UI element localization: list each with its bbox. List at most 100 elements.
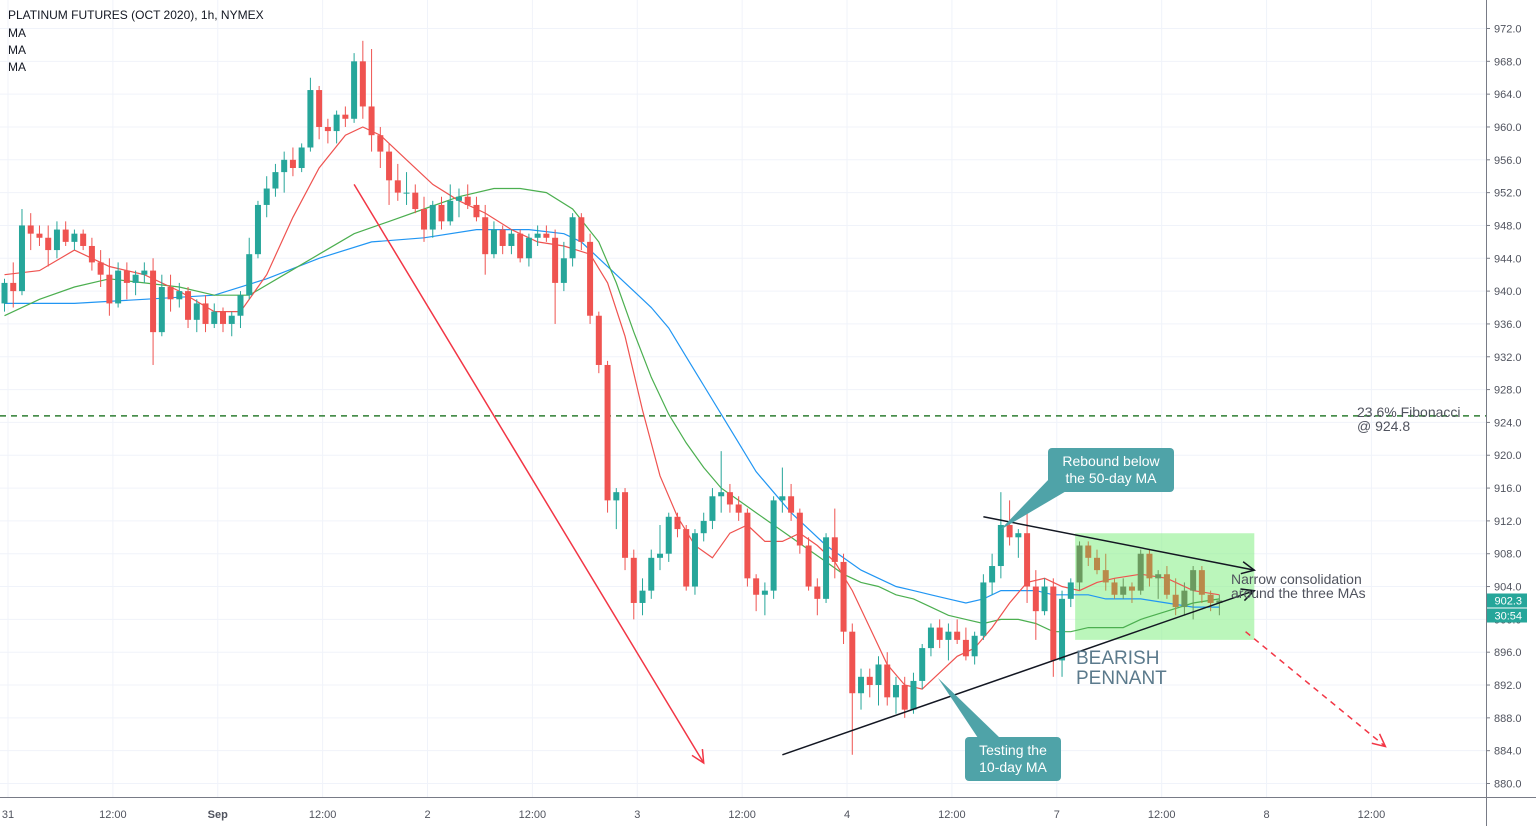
- candle-body: [97, 262, 104, 275]
- candle-body: [464, 196, 471, 205]
- candle: [700, 512, 707, 542]
- price-tick-label: 944.0: [1494, 253, 1522, 265]
- price-tick-label: 880.0: [1494, 779, 1522, 791]
- candle: [1, 278, 8, 312]
- candle-body: [386, 151, 393, 181]
- candle: [735, 496, 742, 521]
- candle: [980, 574, 987, 640]
- candle-body: [403, 192, 410, 194]
- candle-body: [700, 520, 707, 534]
- candle: [1032, 570, 1039, 640]
- candle-body: [534, 233, 541, 238]
- candle-body: [989, 566, 996, 583]
- candle: [858, 668, 865, 710]
- candle-body: [71, 233, 78, 242]
- candle: [158, 274, 165, 337]
- candle-body: [228, 315, 235, 324]
- candle-body: [753, 578, 760, 595]
- candle-body: [604, 364, 611, 501]
- candle: [429, 200, 436, 238]
- time-tick-label: 12:00: [99, 809, 127, 821]
- candle-body: [1085, 545, 1092, 558]
- candle-body: [980, 582, 987, 636]
- candle-body: [158, 287, 165, 333]
- candle-body: [342, 114, 349, 119]
- candle-body: [1111, 582, 1118, 595]
- candle: [613, 488, 620, 530]
- candle-body: [552, 237, 559, 283]
- candle-body: [45, 237, 52, 251]
- candle-body: [805, 545, 812, 587]
- price-tick-label: 948.0: [1494, 220, 1522, 232]
- price-tick-label: 956.0: [1494, 155, 1522, 167]
- candle-body: [316, 90, 323, 127]
- countdown-tag: [1487, 608, 1527, 623]
- candle-body: [298, 147, 305, 169]
- candle-body: [683, 529, 690, 587]
- time-axis[interactable]: 31 12:00 Sep 12:00 2 12:00 3 12:00 4 12:00 7 12:00 8…: [2, 809, 1385, 821]
- candle: [412, 184, 419, 214]
- candle: [176, 282, 183, 308]
- price-tick-label: 932.0: [1494, 352, 1522, 364]
- indicator-label-1[interactable]: MA: [8, 26, 26, 40]
- candle-body: [770, 500, 777, 591]
- candle: [709, 488, 716, 530]
- candle: [499, 225, 506, 255]
- candle: [674, 512, 681, 538]
- candle: [1024, 508, 1031, 603]
- price-tick-label: 916.0: [1494, 483, 1522, 495]
- candle-body: [814, 586, 821, 599]
- pennant-lower-line: [782, 589, 1255, 756]
- price-tick-label: 940.0: [1494, 286, 1522, 298]
- candle-body: [630, 557, 637, 603]
- candle: [1015, 529, 1022, 558]
- time-tick-label: Sep: [208, 809, 228, 821]
- candle: [779, 467, 786, 513]
- time-tick-label: 12:00: [519, 809, 547, 821]
- candle-body: [123, 270, 130, 283]
- time-tick-label: 3: [634, 809, 640, 821]
- candle: [298, 143, 305, 173]
- candle-body: [185, 291, 192, 320]
- grid: [0, 0, 1486, 797]
- candle: [971, 631, 978, 665]
- indicator-label-2[interactable]: MA: [8, 43, 26, 57]
- candle: [228, 311, 235, 337]
- candle-body: [910, 680, 917, 710]
- candle-body: [80, 233, 87, 246]
- price-tick-label: 968.0: [1494, 56, 1522, 68]
- candle-body: [1059, 598, 1066, 661]
- candle-body: [482, 217, 489, 255]
- time-tick-label: 12:00: [938, 809, 966, 821]
- candle: [1137, 549, 1144, 595]
- candle: [753, 574, 760, 612]
- candle: [263, 176, 270, 218]
- candle-body: [796, 512, 803, 546]
- candle-body: [36, 233, 43, 238]
- candle-body: [866, 676, 873, 686]
- candle: [394, 163, 401, 201]
- candle-body: [560, 258, 567, 283]
- time-tick-label: 12:00: [1358, 809, 1386, 821]
- downtrend-arrowhead: [691, 748, 705, 765]
- candle-body: [281, 159, 288, 173]
- candle-body: [858, 676, 865, 694]
- candle: [665, 512, 672, 562]
- candle: [770, 496, 777, 599]
- price-tick-label: 904.0: [1494, 582, 1522, 594]
- candle: [997, 492, 1004, 579]
- candle-body: [884, 664, 891, 698]
- indicator-label-3[interactable]: MA: [8, 60, 26, 74]
- candlesticks: [1, 40, 1223, 755]
- ma-50-line: [4, 229, 1220, 608]
- time-tick-label: 4: [844, 809, 850, 821]
- price-axis[interactable]: 880.0884.0888.0892.0896.0900.0904.0908.0…: [1486, 24, 1522, 791]
- candle: [237, 291, 244, 329]
- countdown-value: 30:54: [1494, 610, 1522, 622]
- candle-body: [1076, 545, 1083, 583]
- pennant-upper-line: [983, 516, 1255, 571]
- price-tick-label: 908.0: [1494, 549, 1522, 561]
- last-price-tag: [1487, 593, 1527, 608]
- fibonacci-label: 23.6% Fibonacci: [1357, 404, 1461, 420]
